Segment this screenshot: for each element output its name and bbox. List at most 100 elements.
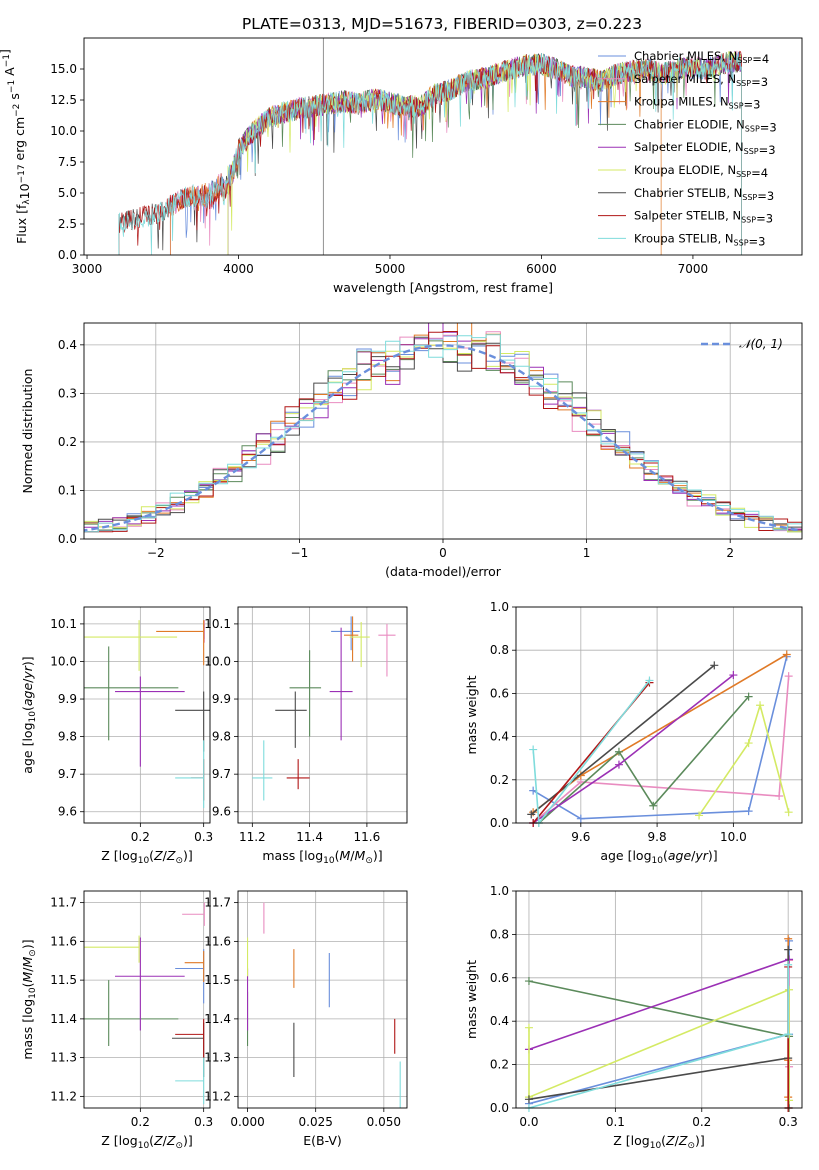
y-tick-label: 0.0	[58, 532, 77, 546]
y-tick-label: 10.0	[50, 654, 77, 668]
x-tick-label: 11.2	[239, 830, 266, 844]
y-tick-label: 0.0	[490, 1101, 509, 1115]
legend-entry: Salpeter ELODIE, NSSP=3	[634, 140, 776, 157]
spectrum-axes: 3000 4000 5000 6000 7000 0.0 2.5 5.0 7.5 10.0 12.5…	[0, 49, 708, 295]
y-tick-label: 9.7	[212, 767, 231, 781]
errorbar-point	[156, 620, 205, 666]
weight-marker	[524, 977, 533, 986]
weight_vs_Z-lines	[524, 934, 794, 1112]
weight-marker	[649, 801, 658, 810]
mass_vs_ebv-frame	[237, 890, 408, 1109]
errorbar-point	[343, 616, 359, 662]
y-tick-label: 0.2	[58, 435, 77, 449]
weight-line	[528, 958, 790, 1051]
x-tick-label: 0.2	[692, 1115, 711, 1129]
weight-marker	[784, 960, 793, 969]
spectrum-frame	[83, 37, 803, 256]
y-tick-label: 10.0	[204, 654, 231, 668]
y-tick-label: 0.3	[58, 386, 77, 400]
y-tick-label: 11.7	[50, 896, 77, 910]
y-tick-label: 0.6	[490, 971, 509, 985]
spectrum-series-8	[118, 52, 742, 255]
weight-marker	[785, 955, 794, 964]
x-tick-label: 10.0	[720, 830, 747, 844]
errorbar-point	[331, 616, 360, 651]
y-tick-label: 0.0	[490, 816, 509, 830]
weight-marker	[527, 810, 536, 819]
weight-marker	[784, 672, 793, 681]
weight-marker	[744, 807, 753, 816]
y-tick-label: 9.9	[58, 692, 77, 706]
age_vs_mass-frame	[237, 606, 408, 824]
errorbar-point	[182, 902, 205, 926]
legend-entry: Kroupa STELIB, NSSP=3	[634, 231, 765, 248]
spectrum-lines	[118, 38, 742, 255]
y-tick-label: 9.6	[58, 805, 77, 819]
residuals-frame	[83, 322, 803, 540]
age_vs_mass-axes: 11.2 11.4 11.6 9.6 9.7 9.8 9.9 10.0 10.1 mass [lo…	[204, 607, 407, 866]
y-tick-label: 10.0	[50, 124, 77, 138]
y-tick-label: 0.4	[490, 1014, 509, 1028]
y-tick-label: 9.9	[212, 692, 231, 706]
x-tick-label: 0.1	[606, 1115, 625, 1129]
weight-marker	[695, 811, 704, 820]
weight-marker	[614, 760, 623, 769]
mass_vs_Z-points	[84, 902, 205, 1105]
age_vs_Z-points	[84, 620, 210, 808]
mass_vs_ebv-axes: 0.000 0.025 0.050 11.2 11.3 11.4 11.5 11.6 11.7 E…	[204, 891, 407, 1148]
weight-marker	[614, 747, 623, 756]
errorbar-point	[115, 937, 185, 1031]
x-tick-label: 7000	[678, 262, 709, 276]
y-tick-label: 9.8	[58, 730, 77, 744]
y-tick-label: 7.5	[58, 155, 77, 169]
errorbar-point	[275, 691, 307, 748]
weight-line	[538, 696, 750, 824]
legend-entry: Chabrier MILES, NSSP=4	[634, 49, 769, 66]
weight-marker	[524, 1023, 533, 1032]
y-tick-label: 11.5	[50, 973, 77, 987]
x-tick-label: 0	[439, 546, 447, 560]
y-tick-label: 11.5	[204, 973, 231, 987]
x-tick-label: 0.025	[299, 1115, 333, 1129]
legend-entry: Chabrier STELIB, NSSP=3	[634, 186, 774, 203]
y-tick-label: 11.2	[50, 1089, 77, 1103]
y-tick-label: 1.0	[490, 600, 509, 614]
weight-marker	[744, 692, 753, 701]
x-tick-label: 4000	[223, 262, 254, 276]
y-axis-label: mass weight	[464, 675, 479, 754]
x-tick-label: −2	[147, 546, 165, 560]
legend-entry: Salpeter MILES, NSSP=3	[634, 72, 768, 89]
weight-marker	[529, 745, 538, 754]
legend-entry: Kroupa ELODIE, NSSP=4	[634, 163, 768, 180]
y-tick-label: 2.5	[58, 217, 77, 231]
y-tick-label: 9.7	[58, 767, 77, 781]
weight-line	[698, 702, 790, 816]
x-axis-label: Z [log10(Z/Z⊙)]	[101, 1133, 193, 1151]
spectrum-legend: Chabrier MILES, NSSP=4 Salpeter MILES, NS…	[598, 49, 777, 248]
y-tick-label: 0.4	[490, 730, 509, 744]
legend-entry: Chabrier ELODIE, NSSP=3	[634, 117, 777, 134]
errorbar-point	[84, 620, 178, 671]
errorbar-point	[286, 759, 310, 790]
y-tick-label: 11.6	[50, 934, 77, 948]
x-axis-label: Z [log10(Z/Z⊙)]	[101, 848, 193, 866]
weight-line	[532, 676, 790, 824]
errorbar-point	[191, 759, 205, 801]
y-tick-label: 9.6	[212, 805, 231, 819]
x-tick-label: 0.2	[131, 830, 150, 844]
x-tick-label: 6000	[526, 262, 557, 276]
y-tick-label: 11.4	[204, 1012, 231, 1026]
spectrum-series-7	[118, 50, 742, 255]
y-axis-label: age [log10(age/yr)]	[20, 656, 38, 773]
x-axis-label: Z [log10(Z/Z⊙)]	[613, 1133, 705, 1151]
x-tick-label: 11.6	[354, 830, 381, 844]
errorbar-point	[115, 676, 185, 767]
gaussian-legend-label: 𝒩(0, 1)	[739, 337, 783, 351]
y-tick-label: 5.0	[58, 186, 77, 200]
y-tick-label: 0.4	[58, 338, 77, 352]
x-tick-label: 0.000	[230, 1115, 264, 1129]
y-tick-label: 9.8	[212, 730, 231, 744]
mass_vs_ebv-points	[246, 902, 401, 1108]
age_vs_Z-frame	[83, 606, 211, 824]
weight-line	[528, 949, 789, 1101]
